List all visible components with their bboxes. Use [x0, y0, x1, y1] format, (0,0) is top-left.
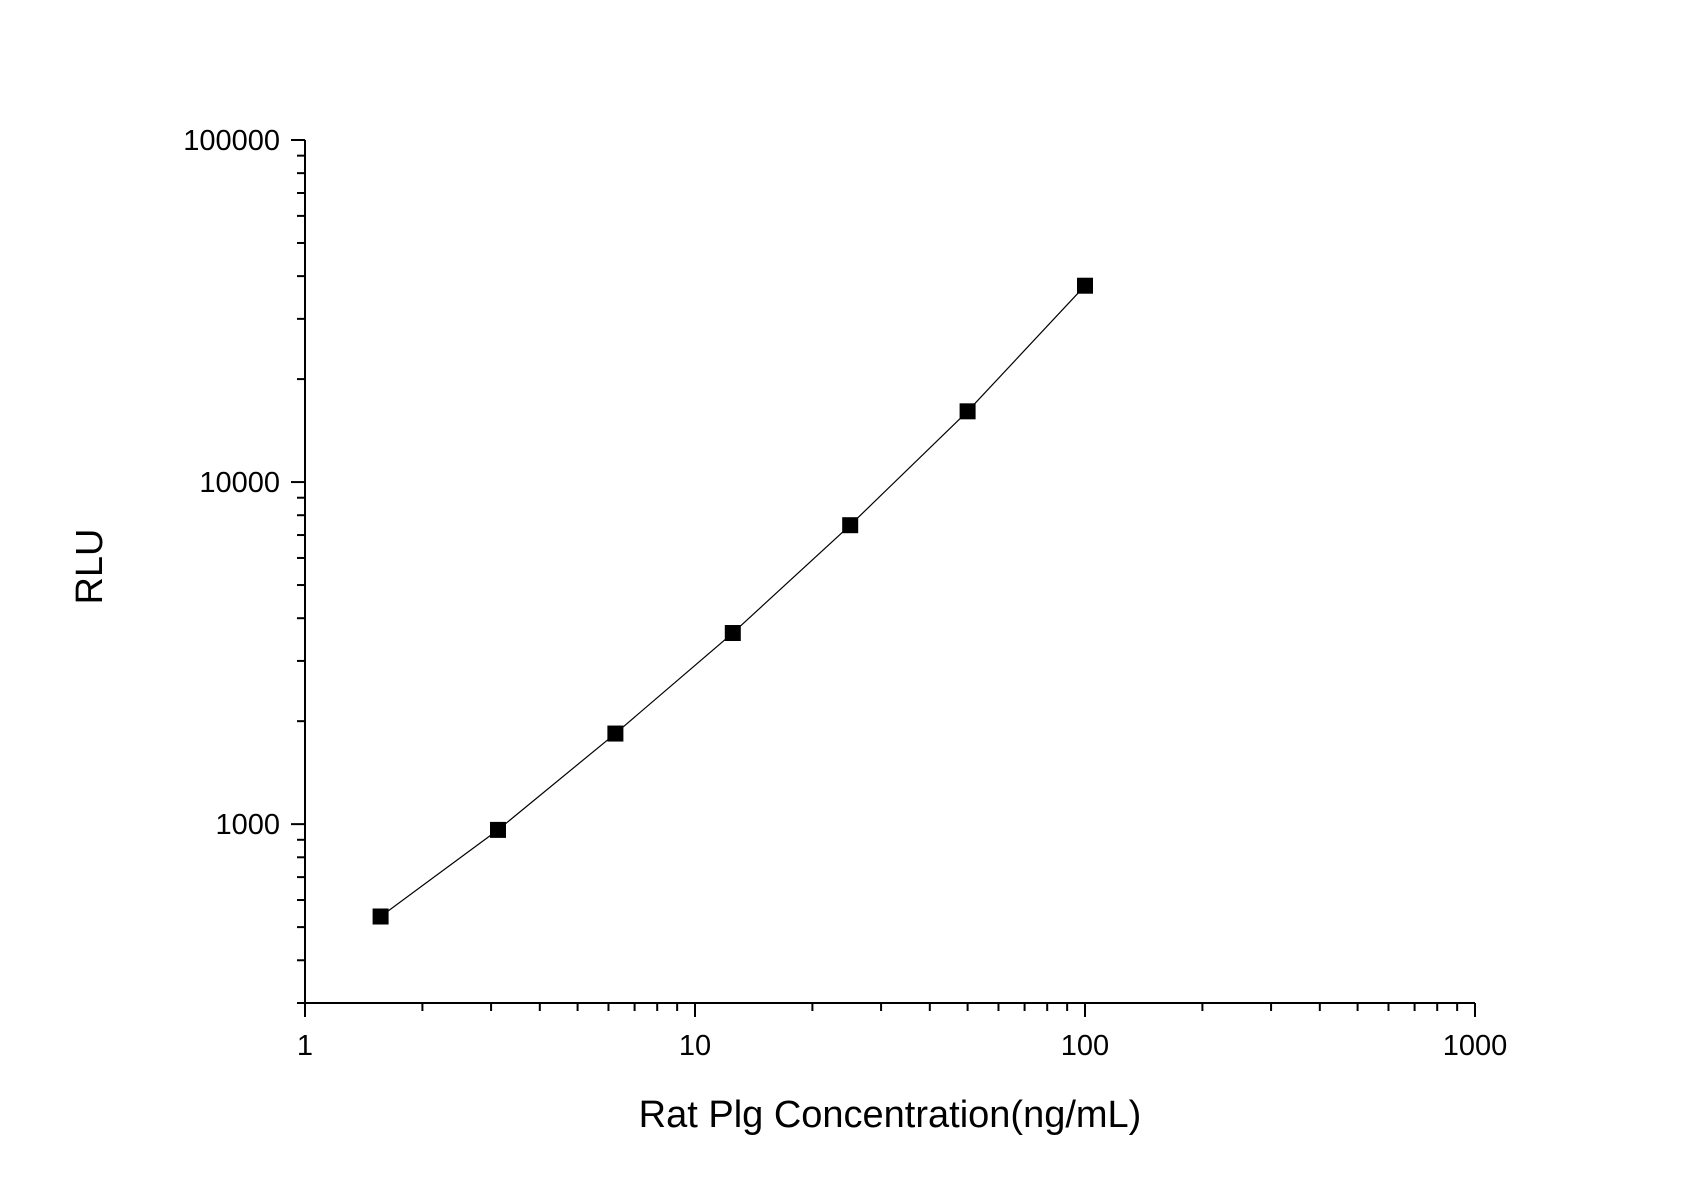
fit-curve-line — [380, 285, 1086, 917]
x-tick-label: 1000 — [1443, 1030, 1508, 1062]
data-point-marker — [607, 725, 624, 742]
y-axis-title: RLU — [69, 528, 111, 604]
x-axis-title: Rat Plg Concentration(ng/mL) — [639, 1094, 1142, 1136]
y-tick-label: 100000 — [183, 125, 280, 157]
series-layer — [372, 277, 1093, 925]
x-tick-label: 1 — [297, 1030, 313, 1062]
data-point-marker — [842, 517, 859, 534]
data-point-marker — [372, 908, 389, 925]
y-tick-label: 10000 — [199, 467, 280, 499]
data-point-marker — [724, 625, 741, 642]
x-tick-label: 10 — [679, 1030, 711, 1062]
y-ticks: 1000 10000 100000 — [183, 125, 305, 1004]
x-tick-label: 100 — [1061, 1030, 1109, 1062]
y-tick-label: 1000 — [215, 809, 280, 841]
axes: 1 10 100 1000 1000 10000 100000 — [183, 125, 1507, 1062]
data-point-marker — [489, 821, 506, 838]
data-point-marker — [959, 403, 976, 420]
x-ticks: 1 10 100 1000 — [297, 1003, 1507, 1062]
data-point-marker — [1077, 277, 1093, 294]
